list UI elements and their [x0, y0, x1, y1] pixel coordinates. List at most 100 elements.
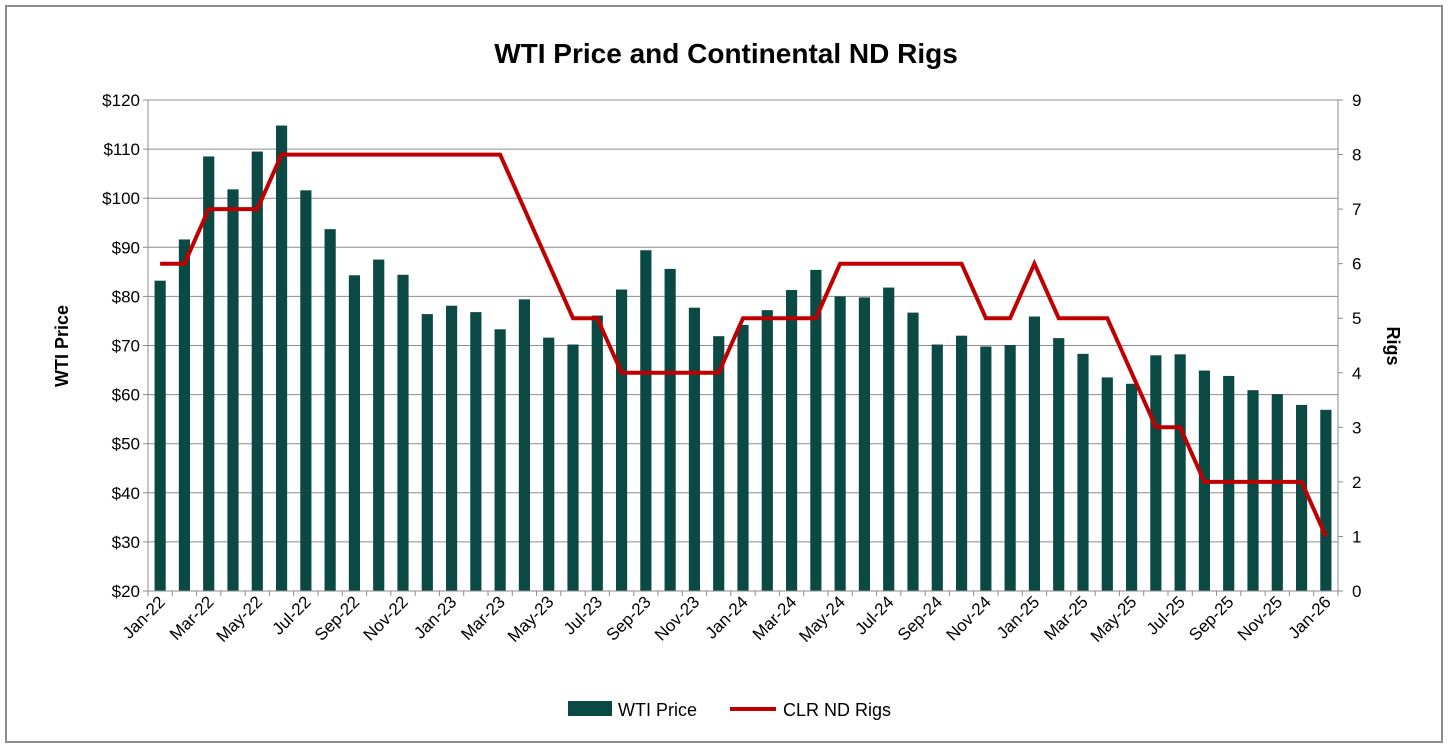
wti-bar	[203, 156, 215, 591]
wti-bar	[980, 346, 992, 591]
chart-title: WTI Price and Continental ND Rigs	[494, 38, 958, 69]
wti-bar	[251, 151, 263, 591]
wti-bar	[1077, 353, 1089, 591]
wti-bar	[591, 315, 603, 591]
legend-label-wti: WTI Price	[618, 700, 697, 720]
wti-bar	[955, 335, 968, 591]
x-tick-label: Sep-23	[603, 592, 655, 644]
wti-bar	[907, 312, 919, 591]
wti-bar	[834, 296, 846, 591]
x-tick-label: Jul-24	[851, 592, 897, 638]
wti-bar	[324, 229, 336, 591]
left-tick-label: $20	[112, 582, 140, 601]
x-tick-label: Nov-24	[943, 592, 995, 644]
x-tick-label: Sep-24	[894, 592, 946, 644]
legend-label-rigs: CLR ND Rigs	[783, 700, 891, 720]
right-tick-label: 3	[1352, 418, 1361, 437]
left-tick-label: $30	[112, 533, 140, 552]
wti-bar	[615, 289, 628, 591]
x-tick-label: Sep-22	[311, 592, 363, 644]
wti-bar	[1247, 390, 1259, 591]
legend-swatch-wti	[568, 701, 612, 716]
wti-bar	[1028, 316, 1041, 591]
wti-bar	[931, 344, 943, 591]
x-tick-label: May-23	[504, 592, 558, 646]
wti-bar	[1320, 409, 1332, 591]
wti-bar	[543, 337, 555, 591]
wti-bar	[664, 268, 676, 591]
right-tick-label: 8	[1352, 146, 1361, 165]
wti-bar	[1101, 377, 1113, 591]
right-tick-label: 2	[1352, 473, 1361, 492]
left-axis-title: WTI Price	[52, 305, 72, 387]
x-tick-label: Jan-24	[702, 592, 752, 642]
wti-bar	[1295, 404, 1308, 591]
left-tick-label: $80	[112, 287, 140, 306]
left-tick-label: $90	[112, 238, 140, 257]
wti-bar	[227, 189, 239, 591]
x-tick-label: Nov-22	[360, 592, 412, 644]
wti-price-bars	[154, 125, 1332, 592]
wti-bar	[761, 310, 773, 591]
right-tick-label: 7	[1352, 200, 1361, 219]
wti-bar	[1150, 355, 1162, 591]
x-tick-label: Jan-25	[993, 592, 1043, 642]
x-tick-label: Jul-25	[1143, 592, 1189, 638]
right-tick-label: 4	[1352, 364, 1361, 383]
wti-bar	[397, 274, 409, 591]
wti-bar	[373, 259, 385, 591]
x-tick-label: May-24	[795, 592, 849, 646]
x-tick-label: May-22	[213, 592, 267, 646]
x-tick-label: Mar-25	[1040, 592, 1092, 644]
legend: WTI Price CLR ND Rigs	[568, 700, 891, 720]
wti-bar	[567, 344, 579, 591]
wti-bar	[178, 239, 191, 591]
x-tick-label: Sep-25	[1185, 592, 1237, 644]
wti-bar	[1004, 345, 1016, 591]
x-tick-label: Jul-23	[560, 592, 606, 638]
wti-bar	[494, 329, 506, 591]
right-tick-label: 5	[1352, 309, 1361, 328]
plot-axes	[143, 99, 1343, 596]
left-tick-label: $70	[112, 337, 140, 356]
wti-bar	[518, 299, 531, 591]
left-tick-label: $50	[112, 435, 140, 454]
right-tick-label: 1	[1352, 527, 1361, 546]
left-tick-label: $40	[112, 484, 140, 503]
right-tick-label: 9	[1352, 91, 1361, 110]
wti-bar	[154, 280, 166, 591]
rigs-line-group	[160, 152, 1328, 538]
right-axis-labels: 0 1 2 3 4 5 6 7 8 9	[1352, 91, 1361, 601]
wti-bar	[883, 287, 895, 591]
wti-bar	[688, 307, 701, 591]
x-tick-label: Mar-23	[457, 592, 509, 644]
left-tick-label: $120	[102, 91, 140, 110]
wti-bar	[640, 250, 652, 591]
rigs-line	[160, 152, 1328, 538]
wti-bar	[1053, 338, 1065, 591]
x-tick-label: Nov-25	[1234, 592, 1286, 644]
wti-bar	[810, 269, 822, 591]
wti-bar	[1125, 383, 1138, 591]
wti-bar	[470, 312, 482, 591]
wti-bar	[348, 275, 361, 591]
left-tick-label: $100	[102, 189, 140, 208]
left-tick-label: $60	[112, 386, 140, 405]
wti-bar	[858, 297, 871, 591]
wti-bar	[1271, 394, 1283, 591]
right-axis-title: Rigs	[1383, 326, 1403, 365]
left-tick-label: $110	[103, 140, 140, 159]
wti-bar	[445, 305, 458, 591]
right-tick-label: 6	[1352, 255, 1361, 274]
left-axis-labels: $20 $30 $40 $50 $60 $70 $80 $90 $100 $110 $120	[102, 91, 140, 601]
x-tick-label: Nov-23	[651, 592, 703, 644]
wti-bar	[275, 125, 288, 592]
x-tick-label: Jan-23	[410, 592, 460, 642]
wti-bar	[421, 314, 433, 591]
x-tick-label: May-25	[1087, 592, 1141, 646]
right-tick-label: 0	[1352, 582, 1361, 601]
wti-bar	[737, 324, 749, 591]
x-tick-label: Mar-24	[749, 592, 801, 644]
